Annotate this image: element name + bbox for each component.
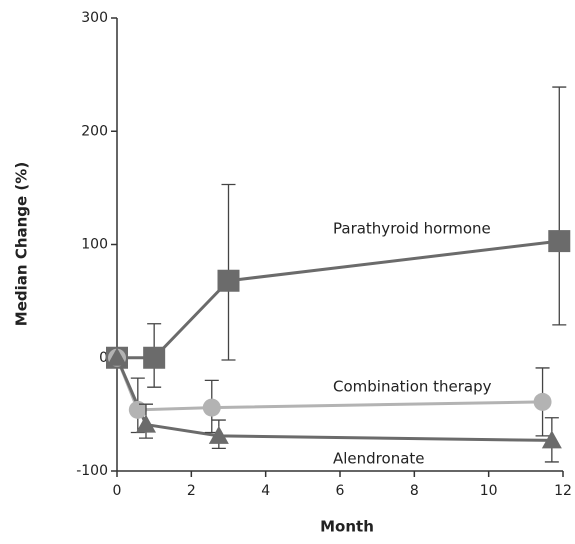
y-tick-label: 300 — [81, 10, 108, 26]
y-tick-label: 100 — [81, 237, 108, 253]
y-axis-title: Median Change (%) — [13, 162, 31, 326]
error-bar — [552, 86, 567, 326]
x-tick-label: 8 — [410, 483, 419, 499]
y-tick-label: 0 — [99, 350, 108, 366]
x-tick-label: 12 — [554, 483, 572, 499]
marker — [107, 347, 127, 366]
y-tick-label: 200 — [81, 123, 108, 139]
marker — [217, 269, 240, 292]
marker — [135, 414, 156, 433]
x-tick-label: 4 — [261, 483, 270, 499]
series-line — [117, 239, 560, 360]
marker — [202, 398, 221, 417]
x-tick-label: 10 — [480, 483, 498, 499]
series-label: Combination therapy — [333, 378, 492, 396]
marker — [541, 430, 562, 449]
x-tick-label: 6 — [336, 483, 345, 499]
marker — [533, 392, 552, 411]
marker — [208, 425, 229, 444]
y-tick-label: -100 — [76, 463, 108, 479]
x-tick-label: 2 — [187, 483, 196, 499]
series-label: Parathyroid hormone — [333, 220, 491, 238]
series-line — [115, 357, 552, 442]
marker — [143, 346, 166, 369]
x-tick-label: 0 — [113, 483, 122, 499]
marker — [128, 400, 147, 419]
series-label: Alendronate — [333, 450, 425, 468]
x-axis-title: Month — [320, 518, 374, 536]
marker — [548, 230, 571, 253]
